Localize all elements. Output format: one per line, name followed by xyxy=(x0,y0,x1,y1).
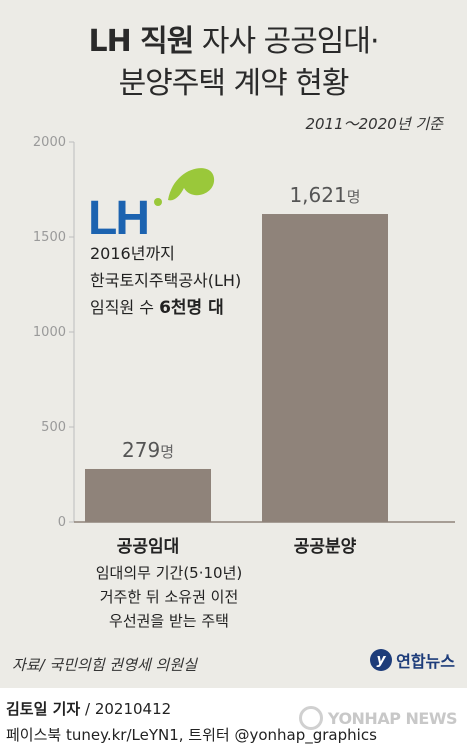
y-tick-label: 2000 xyxy=(33,135,66,150)
category-desc-line3: 우선권을 받는 주택 xyxy=(109,612,229,630)
bar xyxy=(85,468,211,522)
social-links: 페이스북 tuney.kr/LeYN1, 트위터 @yonhap_graphic… xyxy=(6,726,377,744)
note-line2: 한국토지주택공사(LH) xyxy=(90,271,242,290)
category-desc-line2: 거주한 뒤 소유권 이전 xyxy=(99,588,239,606)
y-tick-label: 1000 xyxy=(33,325,66,340)
bar xyxy=(262,214,388,522)
category-desc-line1: 임대의무 기간(5·10년) xyxy=(95,564,243,582)
source-label: 자료/ 국민의힘 권영세 의원실 xyxy=(12,656,197,674)
y-tick-label: 1500 xyxy=(33,230,66,245)
category-labels: 공공임대 공공분양 xyxy=(117,536,357,557)
lh-logo-text: LH xyxy=(88,192,148,238)
bar-value-label: 1,621명 xyxy=(289,183,360,207)
watermark-ring-icon xyxy=(298,706,323,730)
note-line1: 2016년까지 xyxy=(90,244,175,263)
infographic-card xyxy=(0,0,467,688)
bar-chart: 0 500 1000 1500 2000 279명 1,621명 공공임대 공공분양 xyxy=(33,135,455,557)
period-label: 2011～2020년 기준 xyxy=(305,115,443,133)
note-line3: 임직원 수 6천명 대 xyxy=(90,298,224,318)
y-tick-label: 500 xyxy=(41,420,66,435)
y-tick-label: 0 xyxy=(58,515,66,530)
category-label: 공공분양 xyxy=(294,537,357,557)
lh-logo: LH xyxy=(88,158,218,245)
chart-title-line1: LH 직원 자사 공공임대· xyxy=(88,24,379,59)
yonhap-logo-icon: y xyxy=(370,649,393,671)
yonhap-watermark: YONHAP NEWS xyxy=(298,706,458,730)
bar-value-label: 279명 xyxy=(122,438,174,462)
bars: 279명 1,621명 xyxy=(85,183,388,522)
yonhap-brand: y 연합뉴스 xyxy=(370,648,455,672)
chart-title-line2: 분양주택 계약 현황 xyxy=(118,66,350,101)
lh-dot-icon xyxy=(154,198,162,206)
category-label: 공공임대 xyxy=(117,536,180,557)
credit-line: 김토일 기자 / 20210412 xyxy=(6,700,172,718)
lh-leaf-icon xyxy=(168,168,215,201)
